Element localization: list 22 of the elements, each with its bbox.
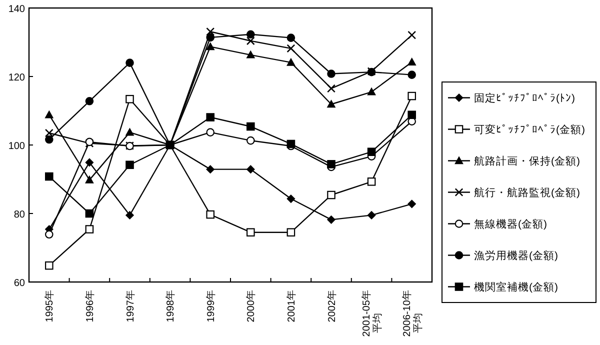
y-tick-label: 80 [14, 210, 26, 220]
legend-label: 機関室補機(金額) [474, 280, 558, 294]
legend-label: 無線機器(金額) [474, 218, 547, 231]
legend-label: 航行・航路監視(金額) [474, 186, 580, 200]
x-tick-label: 2001年 [285, 290, 298, 322]
y-tick-label: 60 [14, 278, 26, 289]
x-tick-label: 1996年 [84, 290, 96, 322]
x-tick-label: 2001-05年平均 [360, 290, 384, 337]
y-tick-label: 120 [8, 72, 26, 84]
legend-label: 固定ﾋﾟｯﾁﾌﾟﾛﾍﾟﾗ(ﾄﾝ) [474, 92, 575, 105]
x-tick-label: 1997年 [124, 290, 136, 322]
x-tick-label: 2002年 [326, 290, 338, 322]
y-tick-label: 140 [8, 4, 26, 15]
y-tick-label: 100 [8, 141, 26, 152]
x-tick-label: 1999年 [204, 290, 217, 322]
x-tick-label: 1998年 [164, 290, 177, 322]
x-tick-label: 2006-10年平均 [400, 290, 424, 337]
x-tick-label: 1995年 [44, 290, 56, 322]
legend-label: 航路計画・保持(金額) [474, 154, 580, 168]
legend-label: 漁労用機器(金額) [474, 249, 558, 262]
legend-label: 可変ﾋﾟｯﾁﾌﾟﾛﾍﾟﾗ(金額) [474, 123, 585, 136]
x-tick-label: 2000年 [245, 290, 258, 322]
